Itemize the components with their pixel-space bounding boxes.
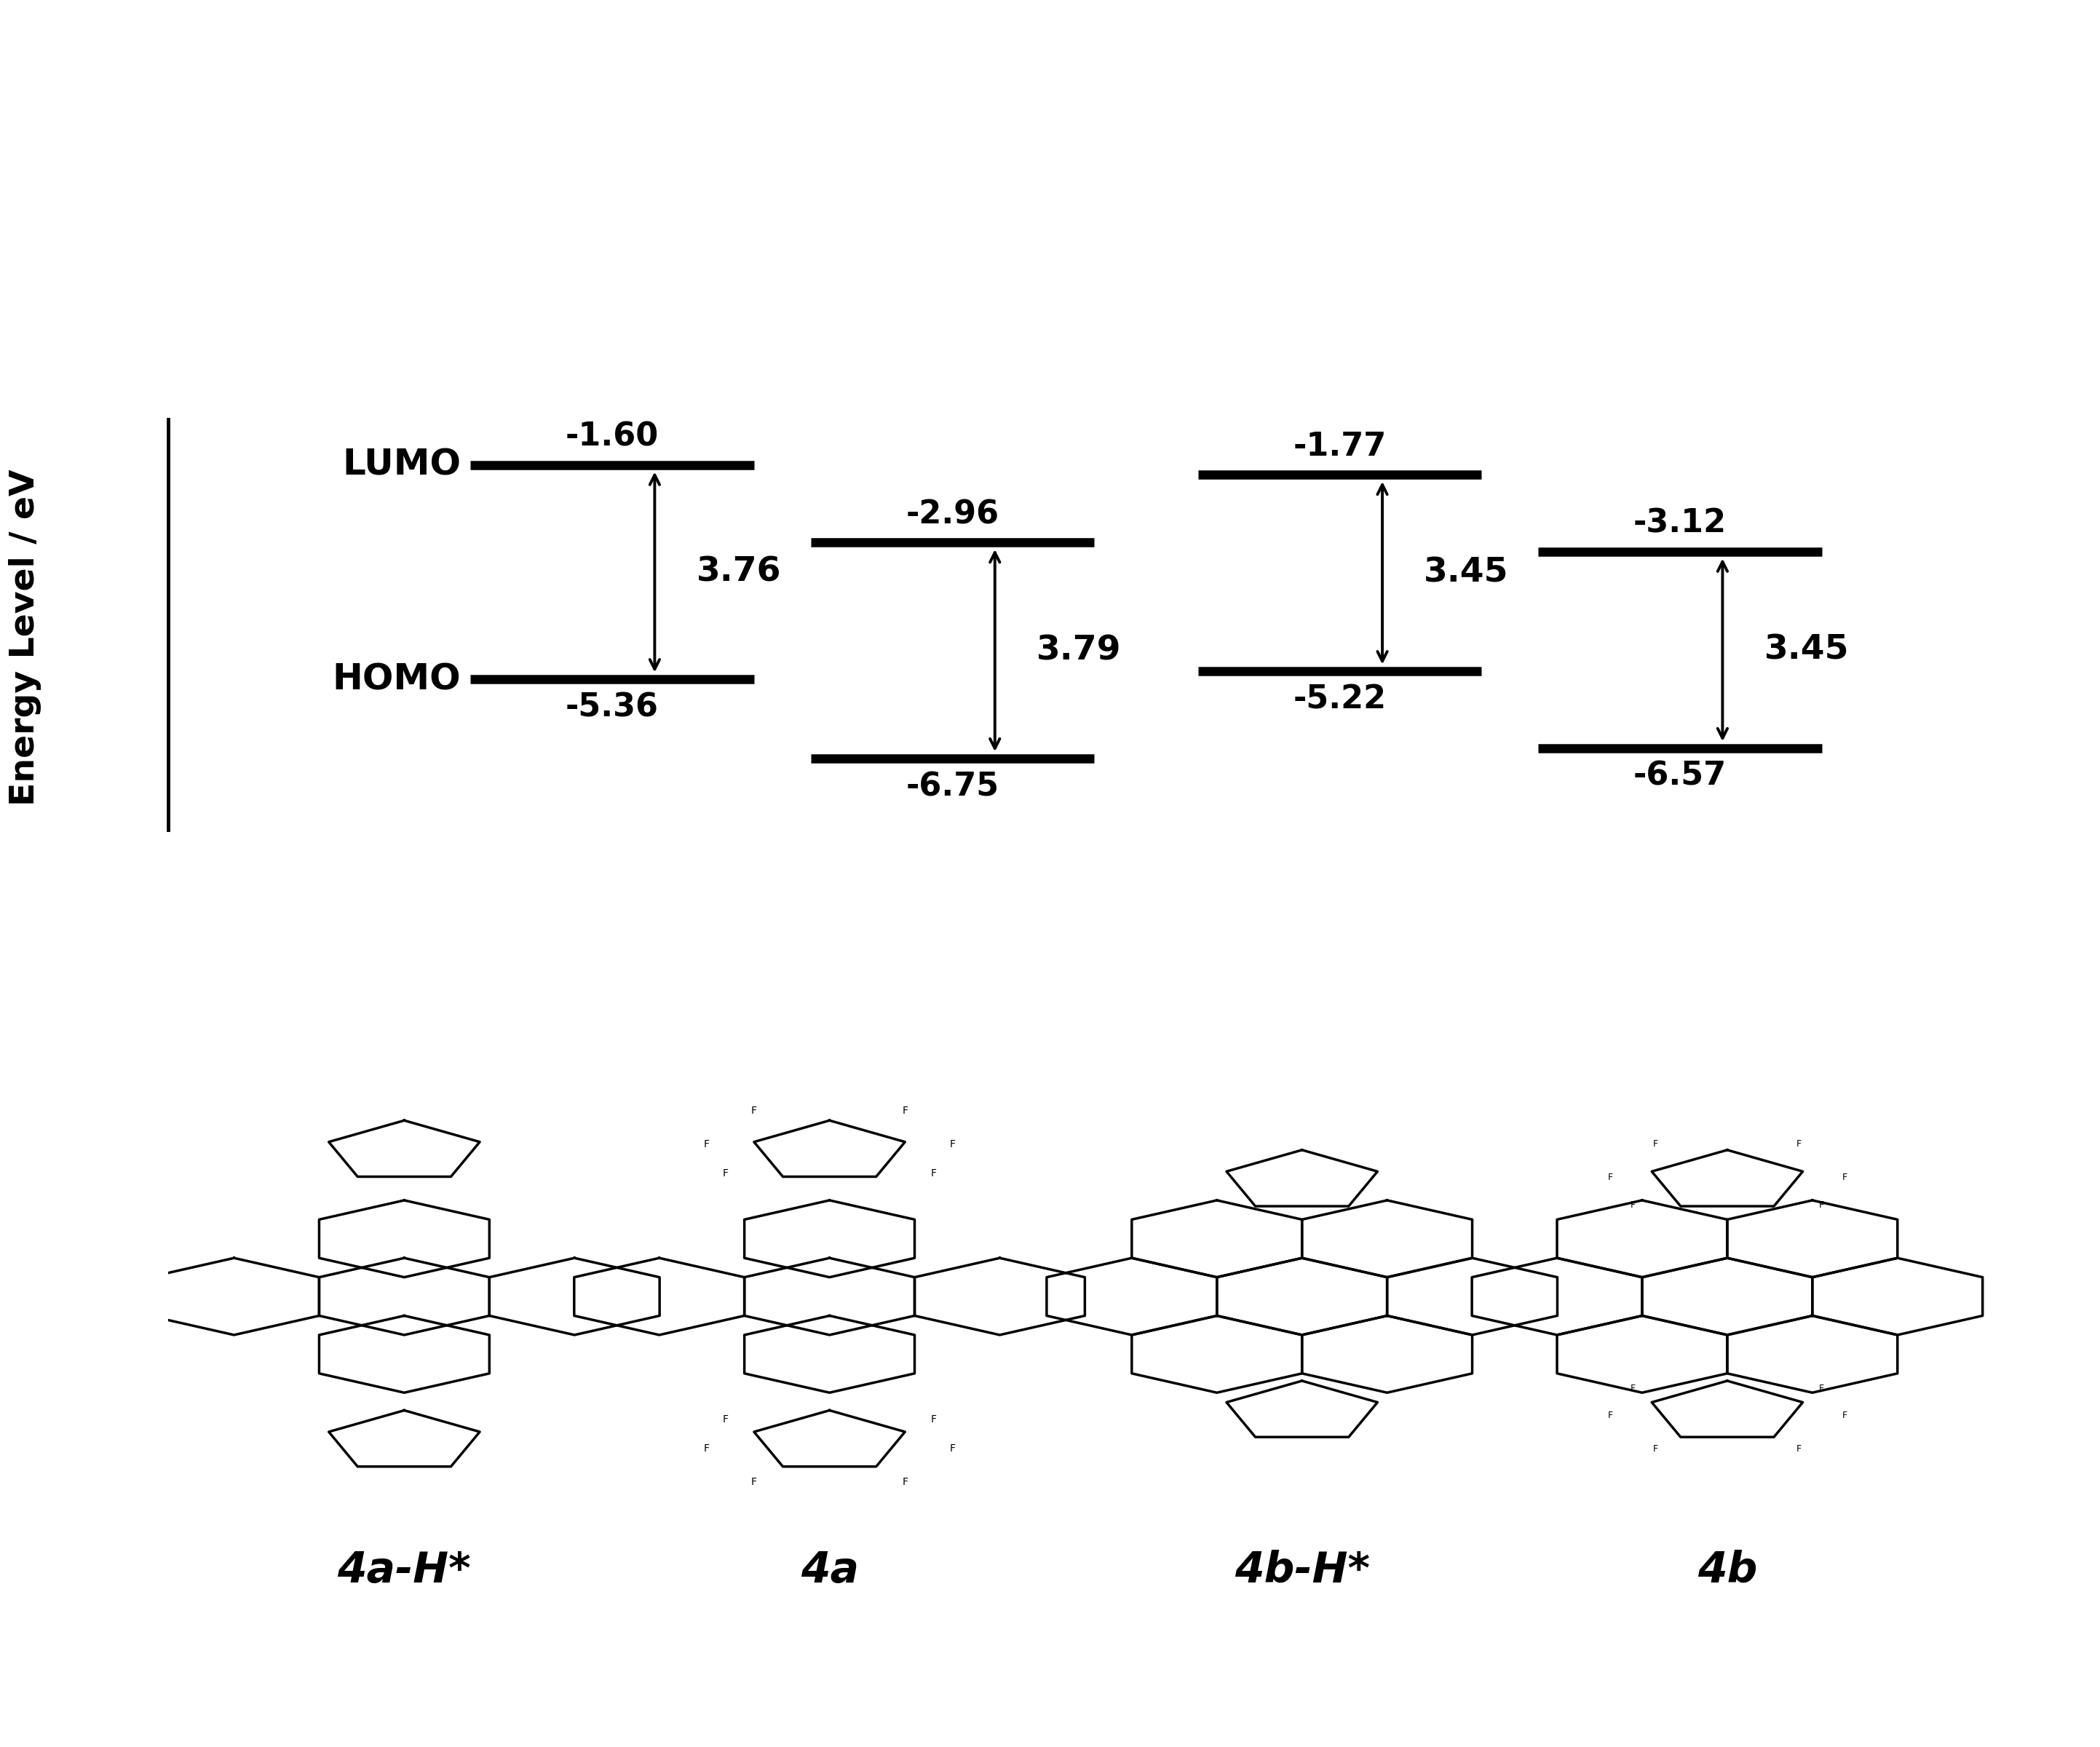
Text: F: F bbox=[722, 1413, 729, 1424]
Text: F: F bbox=[704, 1139, 710, 1150]
Text: -1.60: -1.60 bbox=[565, 421, 659, 452]
Text: F: F bbox=[903, 1476, 907, 1487]
Text: F: F bbox=[704, 1443, 710, 1454]
Text: 3.45: 3.45 bbox=[1424, 557, 1508, 589]
Text: F: F bbox=[1606, 1172, 1613, 1183]
Text: F: F bbox=[930, 1413, 937, 1424]
Text: -3.12: -3.12 bbox=[1634, 508, 1726, 540]
Text: -5.22: -5.22 bbox=[1294, 683, 1386, 715]
Text: F: F bbox=[1630, 1200, 1636, 1209]
Text: F: F bbox=[1795, 1139, 1802, 1150]
Text: -6.57: -6.57 bbox=[1634, 760, 1726, 791]
Text: F: F bbox=[722, 1169, 729, 1179]
Text: 3.76: 3.76 bbox=[697, 556, 781, 589]
Text: -1.77: -1.77 bbox=[1294, 432, 1386, 463]
Text: -6.75: -6.75 bbox=[905, 770, 1000, 802]
Text: F: F bbox=[1653, 1139, 1659, 1150]
Text: F: F bbox=[1842, 1412, 1848, 1420]
Text: 3.79: 3.79 bbox=[1037, 634, 1121, 667]
Text: 4b-H*: 4b-H* bbox=[1235, 1550, 1369, 1592]
Text: -2.96: -2.96 bbox=[905, 500, 1000, 529]
Text: 4a: 4a bbox=[800, 1550, 859, 1592]
Text: -5.36: -5.36 bbox=[565, 692, 659, 723]
Text: F: F bbox=[903, 1106, 907, 1116]
Text: 4b: 4b bbox=[1697, 1550, 1758, 1592]
Text: 4a-H*: 4a-H* bbox=[338, 1550, 470, 1592]
Text: F: F bbox=[930, 1169, 937, 1179]
Text: F: F bbox=[1795, 1445, 1802, 1454]
Text: F: F bbox=[1819, 1384, 1825, 1392]
Text: HOMO: HOMO bbox=[332, 662, 460, 697]
Text: Energy Level / eV: Energy Level / eV bbox=[8, 470, 42, 805]
Text: F: F bbox=[1630, 1384, 1636, 1392]
Text: F: F bbox=[1653, 1445, 1659, 1454]
Text: F: F bbox=[752, 1476, 756, 1487]
Text: F: F bbox=[949, 1139, 955, 1150]
Text: F: F bbox=[752, 1106, 756, 1116]
Text: LUMO: LUMO bbox=[342, 447, 460, 482]
Text: F: F bbox=[1606, 1412, 1613, 1420]
Text: F: F bbox=[949, 1443, 955, 1454]
Text: 3.45: 3.45 bbox=[1764, 634, 1848, 666]
Text: F: F bbox=[1819, 1200, 1825, 1209]
Text: F: F bbox=[1842, 1172, 1848, 1183]
